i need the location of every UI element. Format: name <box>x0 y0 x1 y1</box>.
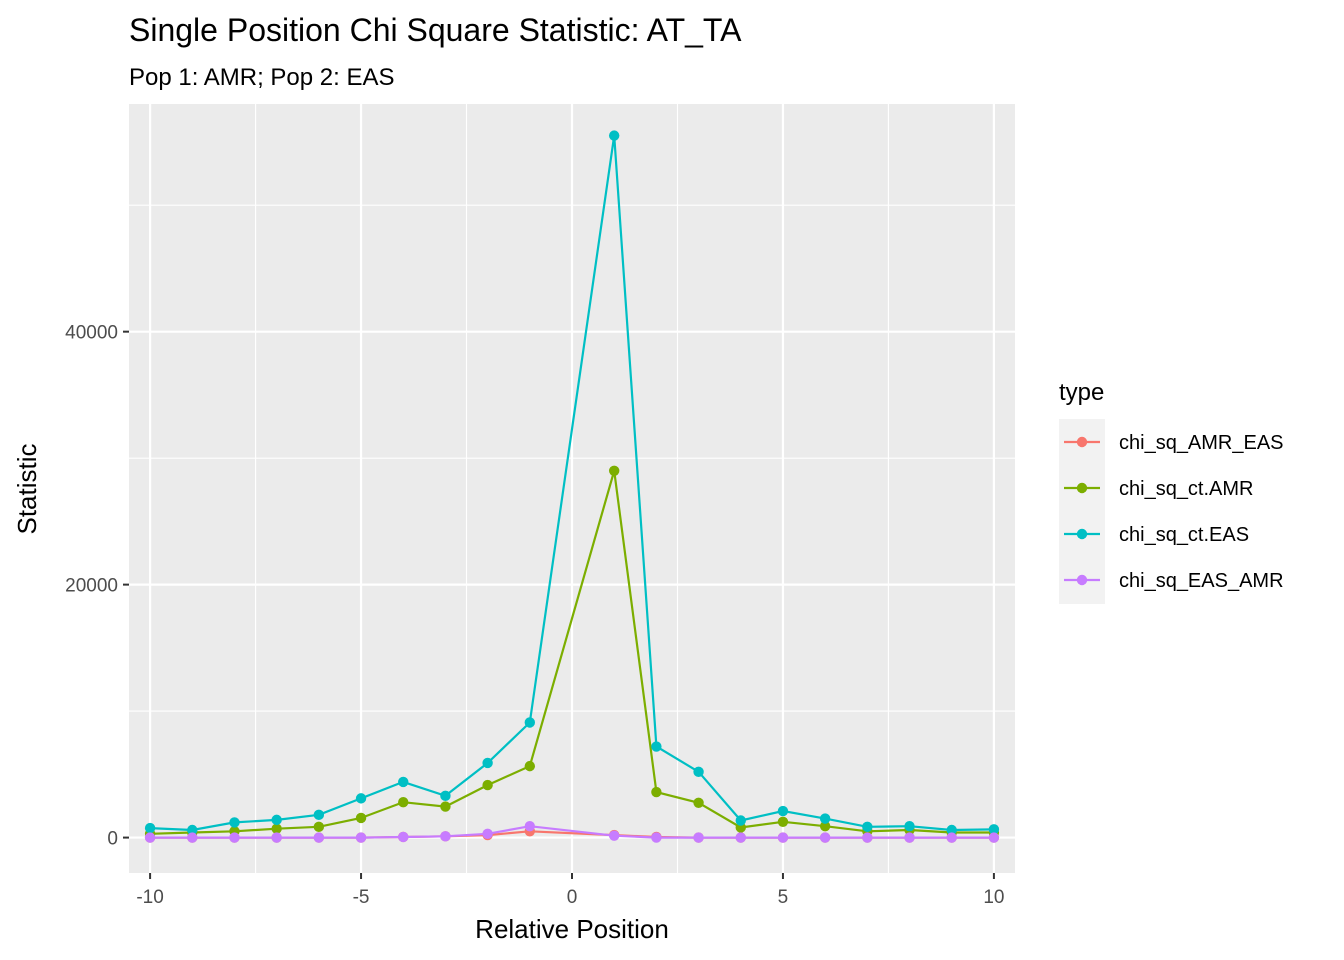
legend-item: chi_sq_AMR_EAS <box>1064 432 1284 454</box>
legend-key-point <box>1076 574 1088 586</box>
data-point <box>651 786 662 798</box>
legend-item: chi_sq_ct.AMR <box>1064 478 1254 500</box>
legend-key-point <box>1076 482 1088 494</box>
x-axis-title: Relative Position <box>475 914 669 944</box>
data-point <box>440 831 451 842</box>
data-point <box>524 717 536 728</box>
legend-item: chi_sq_ct.EAS <box>1064 524 1249 546</box>
data-point <box>651 832 662 843</box>
data-point <box>398 796 409 808</box>
legend-item: chi_sq_EAS_AMR <box>1064 570 1284 592</box>
data-point <box>693 832 704 843</box>
data-point <box>777 816 789 827</box>
data-point <box>946 824 957 836</box>
data-point <box>608 465 620 476</box>
legend-label: chi_sq_AMR_EAS <box>1119 432 1284 454</box>
data-point <box>524 760 536 772</box>
legend-label: chi_sq_EAS_AMR <box>1119 570 1284 592</box>
data-point <box>482 779 493 791</box>
x-tick-label: -10 <box>136 887 163 908</box>
data-point <box>524 821 536 832</box>
data-point <box>398 831 409 843</box>
data-point <box>229 817 240 828</box>
data-point <box>313 809 325 821</box>
data-point <box>862 832 873 843</box>
data-point <box>144 822 156 834</box>
data-point <box>904 821 915 832</box>
series-chi_sq_ct.EAS <box>144 130 1000 836</box>
data-point <box>608 130 620 141</box>
legend-label: chi_sq_ct.EAS <box>1119 524 1249 546</box>
data-point <box>271 814 282 826</box>
data-point <box>313 821 325 833</box>
data-point <box>440 801 451 812</box>
data-point <box>693 797 704 809</box>
gridlines <box>129 104 1015 873</box>
series-layer <box>144 130 1000 843</box>
data-point <box>398 776 409 788</box>
data-point <box>819 813 831 824</box>
data-point <box>482 757 493 769</box>
data-point <box>229 832 240 843</box>
data-point <box>904 832 915 843</box>
data-point <box>271 823 282 834</box>
x-tick-label: 10 <box>983 887 1004 908</box>
data-point <box>777 832 789 843</box>
data-point <box>144 832 156 843</box>
legend-title: type <box>1059 379 1104 406</box>
data-point <box>862 821 873 833</box>
data-point <box>271 832 282 843</box>
x-tick-label: 5 <box>778 887 789 908</box>
x-tick-label: 0 <box>567 887 578 908</box>
legend-label: chi_sq_ct.AMR <box>1119 478 1254 500</box>
series-chi_sq_EAS_AMR <box>144 821 1000 843</box>
data-point <box>355 832 367 843</box>
series-line <box>150 825 994 839</box>
y-tick-label: 0 <box>107 829 118 850</box>
y-axis-title: Statistic <box>12 443 42 534</box>
data-point <box>693 766 704 778</box>
data-point <box>313 832 325 843</box>
data-point <box>946 832 957 843</box>
legend-items: chi_sq_AMR_EAS chi_sq_ct.AMR chi_sq_ct.EAS… <box>1064 432 1284 592</box>
data-point <box>819 821 831 832</box>
y-tick-label: 20000 <box>65 576 118 597</box>
data-point <box>482 828 493 839</box>
axes: -10 -5 0 5 10 0 20000 40000 <box>65 323 1004 908</box>
data-point <box>651 741 662 752</box>
data-point <box>735 815 746 826</box>
data-point <box>819 832 831 843</box>
x-tick-label: -5 <box>353 887 370 908</box>
chart-subtitle: Pop 1: AMR; Pop 2: EAS <box>129 64 394 91</box>
series-line <box>150 470 994 835</box>
data-point <box>355 793 367 804</box>
data-point <box>608 830 620 841</box>
data-point <box>440 790 451 802</box>
data-point <box>187 824 198 836</box>
data-point <box>988 824 1000 835</box>
legend-key-point <box>1076 436 1088 448</box>
legend-key-point <box>1076 528 1088 540</box>
data-point <box>187 832 198 843</box>
series-line <box>150 135 994 832</box>
y-tick-label: 40000 <box>65 323 118 344</box>
legend-key-background <box>1059 419 1105 604</box>
data-point <box>988 832 1000 843</box>
legend: type chi_sq_AMR_EAS chi_sq_ct.AMR chi_sq_c… <box>1059 379 1284 604</box>
data-point <box>777 805 789 817</box>
data-point <box>355 812 367 824</box>
chart-title: Single Position Chi Square Statistic: AT… <box>129 12 742 48</box>
data-point <box>735 832 746 843</box>
